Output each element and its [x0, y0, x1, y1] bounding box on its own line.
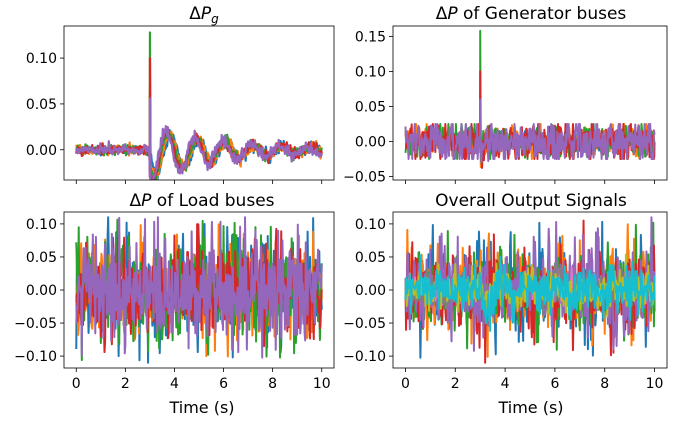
y-tick-label: 0.00	[355, 283, 386, 299]
subplot-title: Overall Output Signals	[435, 191, 627, 211]
title-sub: g	[211, 12, 219, 26]
y-tick-label: 0.00	[355, 135, 386, 151]
title-prefix: Δ	[436, 4, 448, 24]
x-tick-label: 0	[401, 376, 410, 392]
y-tick-label: 0.10	[26, 51, 57, 67]
series-line-5	[75, 216, 323, 359]
plot-layer	[404, 29, 656, 169]
subplot-overall-output-signals: Overall Output Signals 0 2 4 6 8 10 −0.10 −0.05…	[343, 191, 668, 417]
x-tick-label: 6	[219, 376, 228, 392]
plot-layer	[404, 216, 656, 364]
y-tick-label: 0.05	[355, 250, 386, 266]
y-tick-label: 0.00	[26, 283, 57, 299]
x-tick-label: 6	[550, 376, 559, 392]
y-tick-label: −0.05	[14, 316, 57, 332]
y-tick-label: −0.10	[343, 349, 386, 365]
x-tick-label: 2	[451, 376, 460, 392]
subplot-title: ΔP of Generator buses	[436, 4, 627, 24]
subplot-title: ΔPg	[189, 4, 219, 26]
series-line-5	[404, 98, 656, 164]
y-tick-label: −0.05	[343, 316, 386, 332]
y-tick-label: 0.05	[26, 97, 57, 113]
subplot-delta-p-load-buses: ΔP of Load buses 0 2 4 6 8 10 −0.10 −0.05 0.00 0.…	[14, 191, 335, 417]
ticks-layer: 0 2 4 6 8 10 −0.10 −0.05 0.00 0.05 0.10	[343, 217, 663, 392]
subplot-delta-pg: ΔPg 0.00 0.05 0.10	[26, 4, 335, 184]
y-tick-label: −0.10	[14, 349, 57, 365]
x-tick-label: 4	[501, 376, 510, 392]
subplot-title: ΔP of Load buses	[129, 191, 274, 211]
x-tick-label: 8	[268, 376, 277, 392]
y-tick-label: 0.00	[26, 143, 57, 159]
title-italic: P	[447, 4, 458, 24]
title-rest: of Generator buses	[458, 4, 627, 24]
plot-layer	[75, 216, 323, 364]
x-tick-label: 8	[600, 376, 609, 392]
y-tick-label: 0.10	[355, 65, 386, 81]
ticks-layer: 0.00 0.05 0.10	[26, 51, 323, 184]
ticks-layer: 0 2 4 6 8 10 −0.10 −0.05 0.00 0.05 0.10	[14, 217, 331, 392]
series-line-10	[404, 254, 656, 332]
title-italic: P	[201, 4, 212, 24]
title-rest: Overall Output Signals	[435, 191, 627, 211]
y-tick-label: 0.05	[355, 100, 386, 116]
x-tick-label: 10	[646, 376, 664, 392]
title-rest: of Load buses	[151, 191, 274, 211]
y-tick-label: 0.05	[26, 250, 57, 266]
y-tick-label: −0.05	[343, 170, 386, 186]
title-prefix: Δ	[129, 191, 141, 211]
x-tick-label: 0	[72, 376, 81, 392]
x-tick-label: 10	[313, 376, 331, 392]
x-axis-label: Time (s)	[497, 398, 563, 417]
subplot-delta-p-generator-buses: ΔP of Generator buses −0.05 0.00 0.05 0.10 0…	[343, 4, 668, 186]
title-italic: P	[141, 191, 152, 211]
x-axis-label: Time (s)	[168, 398, 234, 417]
y-tick-label: 0.10	[26, 217, 57, 233]
y-tick-label: 0.10	[355, 217, 386, 233]
axes-frame	[392, 25, 668, 181]
ticks-layer: −0.05 0.00 0.05 0.10 0.15	[343, 30, 655, 186]
y-tick-label: 0.15	[355, 30, 386, 46]
x-tick-label: 2	[121, 376, 130, 392]
x-tick-label: 4	[170, 376, 179, 392]
series-line-5	[75, 97, 323, 180]
axes-frame	[63, 25, 335, 181]
plot-layer	[75, 31, 323, 180]
title-prefix: Δ	[189, 4, 201, 24]
